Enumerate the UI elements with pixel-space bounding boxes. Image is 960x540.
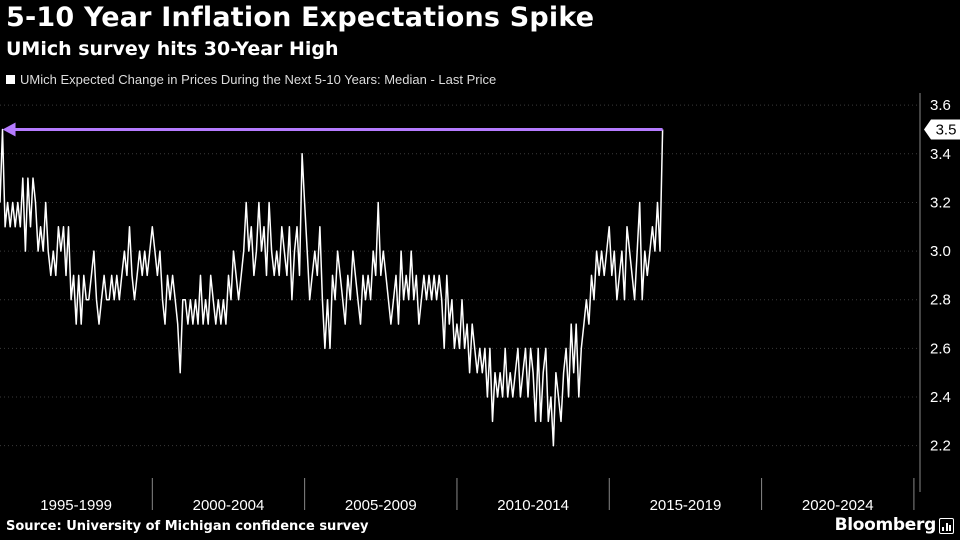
chart-title: 5-10 Year Inflation Expectations Spike [6, 2, 595, 33]
legend-swatch [6, 75, 15, 84]
x-tick-label: 2020-2024 [802, 497, 874, 514]
y-tick-label: 3.0 [930, 243, 951, 260]
y-tick-label: 2.6 [930, 340, 951, 357]
chart-subtitle: UMich survey hits 30-Year High [6, 38, 339, 60]
y-tick-label: 3.2 [930, 194, 951, 211]
series-line [0, 128, 664, 447]
x-tick-label: 2015-2019 [650, 497, 722, 514]
legend: UMich Expected Change in Prices During t… [6, 72, 496, 87]
last-value-label: 3.5 [936, 121, 957, 138]
brand-logo: Bloomberg [834, 515, 937, 535]
arrow-head [2, 122, 16, 137]
y-tick-label: 2.2 [930, 438, 951, 455]
last-value-tag [924, 119, 960, 140]
y-tick-label: 3.4 [930, 146, 951, 163]
y-tick-label: 3.6 [930, 97, 951, 114]
y-tick-label: 2.4 [930, 389, 951, 406]
x-tick-label: 2005-2009 [345, 497, 417, 514]
x-tick-label: 1995-1999 [40, 497, 112, 514]
y-tick-label: 2.8 [930, 292, 951, 309]
x-tick-label: 2000-2004 [193, 497, 265, 514]
legend-label: UMich Expected Change in Prices During t… [20, 72, 497, 87]
bar-chart-icon [939, 518, 954, 534]
source-note: Source: University of Michigan confidenc… [6, 519, 369, 534]
x-tick-label: 2010-2014 [497, 497, 569, 514]
